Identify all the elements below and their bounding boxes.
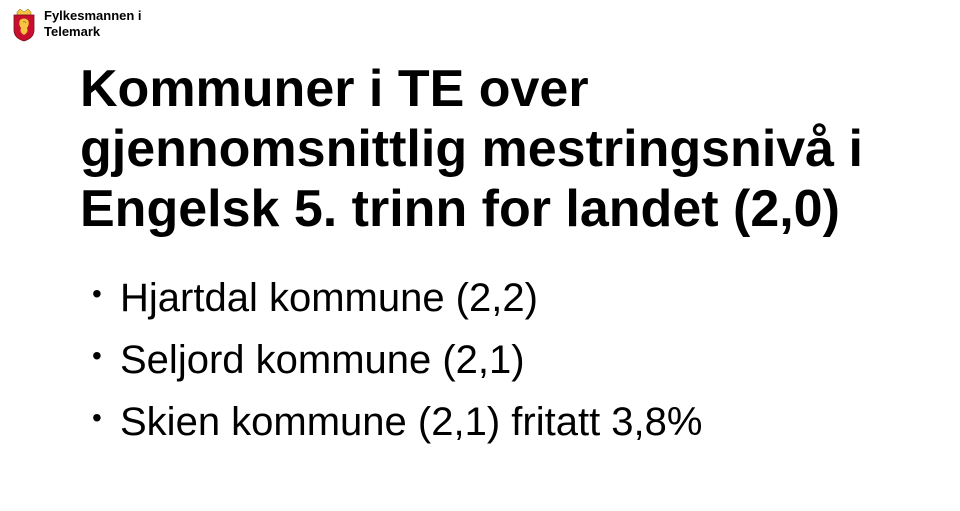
bullet-list: Hjartdal kommune (2,2) Seljord kommune (…	[80, 267, 940, 453]
slide-title: Kommuner i TE over gjennomsnittlig mestr…	[80, 60, 940, 239]
crest-icon	[10, 8, 38, 42]
list-item: Skien kommune (2,1) fritatt 3,8%	[92, 391, 940, 453]
header-text: Fylkesmannen i Telemark	[44, 8, 142, 39]
list-item: Hjartdal kommune (2,2)	[92, 267, 940, 329]
slide-header: Fylkesmannen i Telemark	[10, 8, 142, 42]
header-line1: Fylkesmannen i	[44, 8, 142, 24]
list-item: Seljord kommune (2,1)	[92, 329, 940, 391]
slide-body: Kommuner i TE over gjennomsnittlig mestr…	[80, 60, 940, 453]
header-line2: Telemark	[44, 24, 142, 40]
